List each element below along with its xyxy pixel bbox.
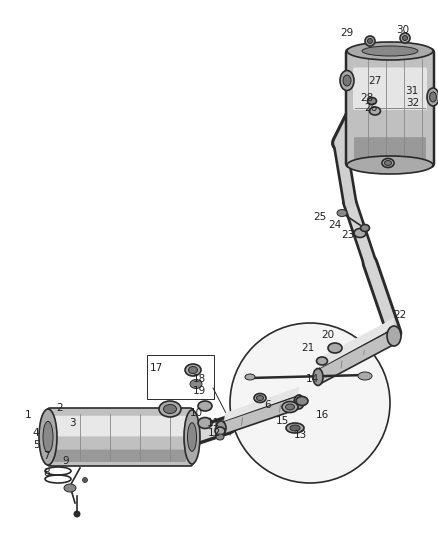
Text: 29: 29 xyxy=(340,28,353,38)
Polygon shape xyxy=(224,387,299,421)
Polygon shape xyxy=(320,318,394,368)
Text: 31: 31 xyxy=(406,86,419,96)
Text: 18: 18 xyxy=(192,374,205,384)
Ellipse shape xyxy=(358,372,372,380)
Text: 10: 10 xyxy=(190,408,202,418)
Circle shape xyxy=(74,511,81,518)
Text: 23: 23 xyxy=(341,230,355,240)
Ellipse shape xyxy=(367,38,372,44)
Ellipse shape xyxy=(313,368,323,385)
Ellipse shape xyxy=(403,36,407,41)
Ellipse shape xyxy=(198,417,212,429)
FancyBboxPatch shape xyxy=(53,416,187,437)
Text: 3: 3 xyxy=(69,418,75,428)
Ellipse shape xyxy=(370,107,381,115)
Ellipse shape xyxy=(317,357,328,365)
Ellipse shape xyxy=(337,209,347,216)
Text: 4: 4 xyxy=(33,428,39,438)
Ellipse shape xyxy=(367,98,377,104)
Ellipse shape xyxy=(387,326,401,346)
Ellipse shape xyxy=(382,158,394,167)
Ellipse shape xyxy=(39,409,57,465)
Text: 2: 2 xyxy=(57,403,64,413)
Text: 25: 25 xyxy=(313,212,327,222)
Ellipse shape xyxy=(296,397,308,406)
Ellipse shape xyxy=(294,395,304,409)
Text: 5: 5 xyxy=(33,440,39,450)
Text: 22: 22 xyxy=(393,310,406,320)
Text: 13: 13 xyxy=(293,430,307,440)
Text: 15: 15 xyxy=(276,416,289,426)
Text: 17: 17 xyxy=(149,363,162,373)
Ellipse shape xyxy=(290,425,300,431)
Text: 8: 8 xyxy=(44,468,50,478)
FancyBboxPatch shape xyxy=(354,137,426,159)
Text: 32: 32 xyxy=(406,98,420,108)
Ellipse shape xyxy=(400,33,410,43)
Ellipse shape xyxy=(64,484,76,492)
Ellipse shape xyxy=(257,395,264,400)
Ellipse shape xyxy=(245,374,255,380)
Ellipse shape xyxy=(347,42,433,60)
Polygon shape xyxy=(318,328,395,385)
Ellipse shape xyxy=(343,75,351,86)
FancyBboxPatch shape xyxy=(47,408,193,466)
Ellipse shape xyxy=(187,423,197,451)
Text: 30: 30 xyxy=(396,25,410,35)
Ellipse shape xyxy=(254,393,266,402)
Ellipse shape xyxy=(347,156,433,174)
Text: 1: 1 xyxy=(25,410,31,420)
Ellipse shape xyxy=(360,224,370,231)
Text: 24: 24 xyxy=(328,220,342,230)
Ellipse shape xyxy=(340,70,354,91)
Text: 19: 19 xyxy=(192,386,205,396)
Ellipse shape xyxy=(430,92,437,102)
Ellipse shape xyxy=(389,328,399,345)
Text: 7: 7 xyxy=(42,451,49,461)
Ellipse shape xyxy=(354,229,366,238)
Text: 9: 9 xyxy=(63,456,69,466)
Text: 20: 20 xyxy=(321,330,335,340)
Ellipse shape xyxy=(190,379,202,389)
Ellipse shape xyxy=(185,364,201,376)
Ellipse shape xyxy=(163,405,177,414)
Text: 28: 28 xyxy=(360,93,374,103)
Ellipse shape xyxy=(427,88,438,106)
Ellipse shape xyxy=(286,423,304,433)
Text: 14: 14 xyxy=(305,374,318,384)
Ellipse shape xyxy=(216,434,224,440)
Ellipse shape xyxy=(188,367,198,374)
Text: 6: 6 xyxy=(265,400,271,410)
Ellipse shape xyxy=(184,410,200,464)
Text: 21: 21 xyxy=(301,343,314,353)
Ellipse shape xyxy=(286,404,294,410)
Ellipse shape xyxy=(282,401,298,413)
Ellipse shape xyxy=(362,46,418,56)
Ellipse shape xyxy=(43,422,53,453)
FancyBboxPatch shape xyxy=(353,68,427,110)
Text: 16: 16 xyxy=(315,410,328,420)
Ellipse shape xyxy=(159,401,181,417)
Text: 12: 12 xyxy=(207,428,221,438)
Circle shape xyxy=(82,478,88,482)
FancyBboxPatch shape xyxy=(54,450,186,462)
Text: 26: 26 xyxy=(364,103,378,113)
Circle shape xyxy=(230,323,390,483)
FancyBboxPatch shape xyxy=(346,49,434,167)
Text: 27: 27 xyxy=(368,76,381,86)
Ellipse shape xyxy=(365,36,375,46)
Ellipse shape xyxy=(198,401,212,411)
Text: 11: 11 xyxy=(206,418,219,428)
Ellipse shape xyxy=(385,160,392,166)
Ellipse shape xyxy=(215,427,225,435)
Ellipse shape xyxy=(216,421,226,435)
Polygon shape xyxy=(222,395,300,435)
Ellipse shape xyxy=(328,343,342,353)
